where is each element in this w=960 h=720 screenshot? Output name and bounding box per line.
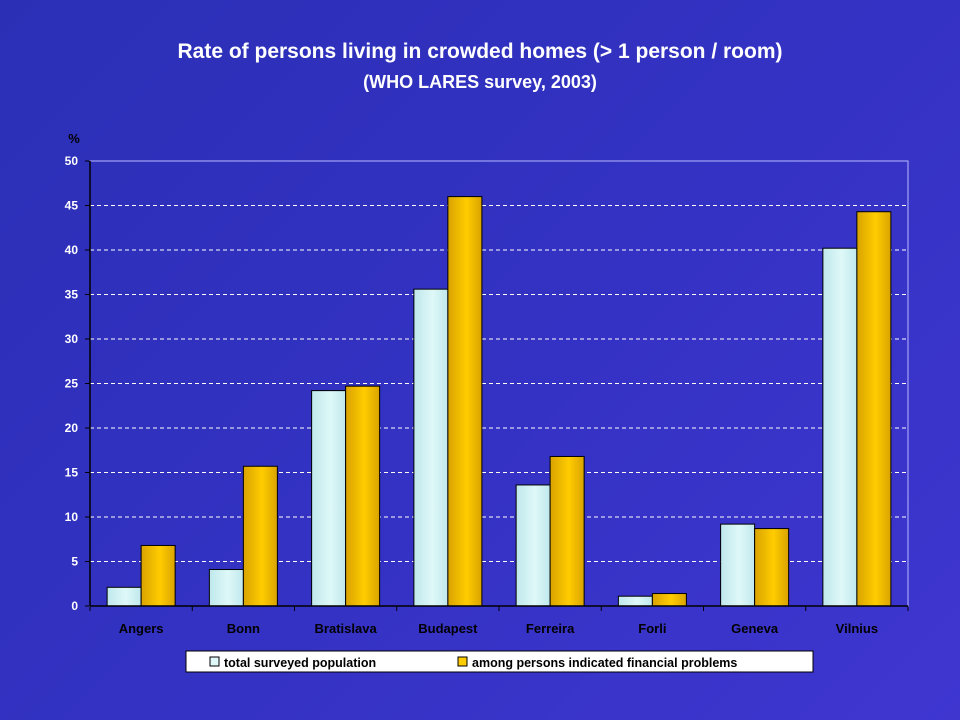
x-tick-label: Bonn <box>227 621 260 636</box>
bar-financial-vilnius <box>856 211 892 607</box>
y-tick-label: 30 <box>65 332 79 346</box>
bars <box>106 196 892 607</box>
legend-box <box>185 650 814 673</box>
y-tick-label: 10 <box>65 510 79 524</box>
legend-label: among persons indicated financial proble… <box>472 656 737 670</box>
bar-financial-angers <box>140 544 176 607</box>
legend-swatch <box>209 656 220 667</box>
y-axis-label: % <box>68 131 80 146</box>
bar-total-bratislava <box>311 390 347 607</box>
y-tick-label: 50 <box>65 154 79 168</box>
bar-total-forli <box>617 595 653 607</box>
bar-total-bonn <box>208 569 244 607</box>
bar-financial-bonn <box>242 465 278 607</box>
bar-financial-forli <box>651 593 687 607</box>
x-tick-label: Angers <box>119 621 164 636</box>
bar-total-budapest <box>413 288 449 607</box>
legend-label: total surveyed population <box>224 656 376 670</box>
y-tick-label: 40 <box>65 243 79 257</box>
legend: total surveyed population among persons i… <box>185 650 814 673</box>
x-tick-label: Bratislava <box>315 621 378 636</box>
y-tick-labels: 0 5 10 15 20 25 30 35 40 45 50 <box>65 154 79 613</box>
bar-financial-budapest <box>447 196 483 607</box>
bar-total-geneva <box>720 523 756 607</box>
x-tick-label: Vilnius <box>836 621 878 636</box>
bar-total-ferreira <box>515 484 551 607</box>
legend-swatch <box>457 656 468 667</box>
chart-title: Rate of persons living in crowded homes … <box>177 40 783 63</box>
chart-subtitle: (WHO LARES survey, 2003) <box>363 72 597 92</box>
x-tick-label: Geneva <box>731 621 779 636</box>
y-tick-label: 25 <box>65 377 79 391</box>
bar-total-vilnius <box>822 247 858 607</box>
y-tick-label: 15 <box>65 466 79 480</box>
x-tick-label: Forli <box>638 621 666 636</box>
y-tick-label: 45 <box>65 199 79 213</box>
bar-total-angers <box>106 586 142 607</box>
x-tick-labels: Angers Bonn Bratislava Budapest Ferreira Forl… <box>119 621 878 636</box>
y-tick-label: 35 <box>65 288 79 302</box>
axes <box>89 160 909 607</box>
bar-financial-ferreira <box>549 455 585 607</box>
bar-financial-bratislava <box>345 385 381 607</box>
y-tick-label: 20 <box>65 421 79 435</box>
y-tick-label: 5 <box>71 555 78 569</box>
x-tick-label: Budapest <box>418 621 478 636</box>
y-tick-label: 0 <box>71 599 78 613</box>
bar-financial-geneva <box>754 528 790 607</box>
x-tick-label: Ferreira <box>526 621 575 636</box>
